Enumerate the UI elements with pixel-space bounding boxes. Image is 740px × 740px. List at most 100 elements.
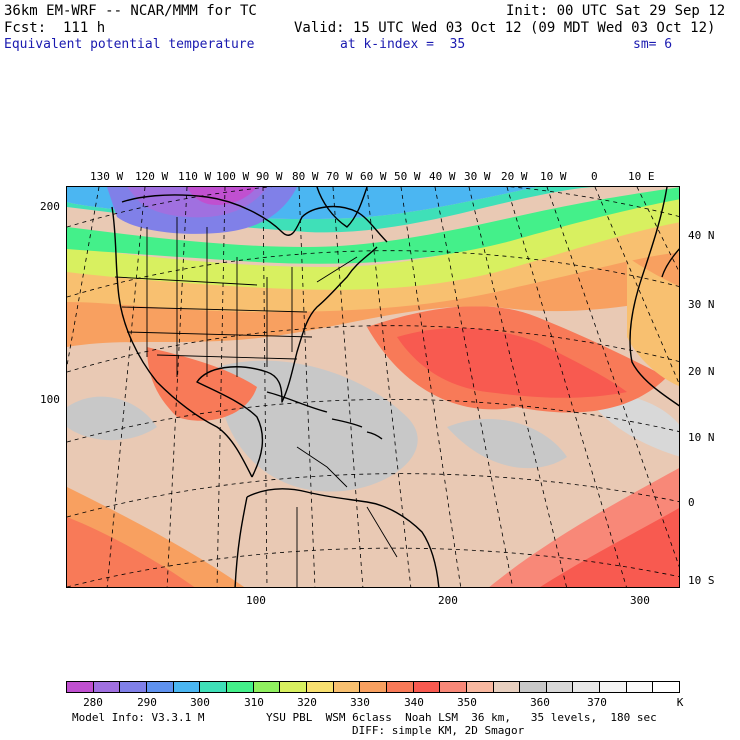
grid-x-label: 200	[438, 594, 458, 607]
colorbar-tick-label: 280	[83, 696, 103, 709]
field-region	[587, 394, 679, 457]
longitude-line	[166, 187, 188, 587]
longitude-line	[400, 187, 462, 587]
colorbar-tick-label: 350	[457, 696, 477, 709]
lon-label: 30 W	[464, 170, 491, 183]
field-region	[187, 187, 257, 205]
lon-label: 10 W	[540, 170, 567, 183]
colorbar-tick-label: 360	[530, 696, 550, 709]
longitude-line	[298, 187, 316, 587]
color-scale-bar	[66, 681, 680, 693]
longitude-line	[594, 187, 679, 385]
graticule	[67, 187, 679, 587]
model-info: Model Info: V3.3.1 M	[72, 711, 205, 724]
coastline	[234, 496, 248, 587]
field-region	[67, 187, 679, 264]
lon-label: 50 W	[394, 170, 421, 183]
coastline	[661, 248, 679, 278]
latitude-line	[67, 399, 679, 443]
longitude-line	[636, 187, 679, 273]
longitude-line	[546, 187, 679, 568]
coastlines	[111, 187, 679, 587]
lon-label: 20 W	[501, 170, 528, 183]
lon-label: 130 W	[90, 170, 124, 183]
colorbar-unit: K	[676, 696, 684, 709]
theta-e-map	[66, 186, 680, 588]
longitude-line	[216, 187, 226, 587]
field-region	[540, 508, 679, 587]
grid-y-label: 100	[40, 393, 60, 406]
colorbar-swatch	[226, 682, 254, 692]
grid-y-label: 200	[40, 200, 60, 213]
colorbar-swatch	[67, 682, 94, 692]
init-time: Init: 00 UTC Sat 29 Sep 12	[506, 3, 726, 19]
coastline	[316, 187, 368, 228]
colorbar-swatch	[200, 682, 227, 692]
colorbar-swatch	[280, 682, 307, 692]
colorbar-swatch	[520, 682, 547, 692]
lat-label: 10 S	[688, 574, 715, 587]
field-region	[67, 517, 195, 587]
colorbar-swatch	[600, 682, 627, 692]
field-region	[447, 418, 567, 469]
field-name: Equivalent potential temperature	[4, 37, 255, 52]
colorbar-swatch	[573, 682, 601, 692]
colorbar-swatch	[626, 682, 654, 692]
lon-label: 10 E	[628, 170, 655, 183]
lon-label: 40 W	[429, 170, 456, 183]
colorbar-swatch	[386, 682, 414, 692]
forecast-hour: Fcst: 111 h	[4, 20, 106, 36]
lon-label: 80 W	[292, 170, 319, 183]
lon-label: 70 W	[326, 170, 353, 183]
lat-label: 20 N	[688, 365, 715, 378]
colorbar-swatch	[93, 682, 121, 692]
grid-x-label: 100	[246, 594, 266, 607]
field-region	[217, 360, 418, 492]
lon-label: 120 W	[135, 170, 169, 183]
lon-label: 110 W	[178, 170, 212, 183]
field-region	[67, 396, 157, 441]
colorbar-tick-label: 290	[137, 696, 157, 709]
colorbar-swatch	[333, 682, 361, 692]
colorbar-tick-label: 300	[190, 696, 210, 709]
colorbar-tick-label: 370	[587, 696, 607, 709]
coastline	[196, 246, 378, 478]
field-region	[67, 247, 679, 347]
longitude-line	[106, 187, 146, 587]
physics-info: YSU PBL WSM 6class Noah LSM 36 km, 35 le…	[266, 711, 657, 724]
colorbar-tick-label: 340	[404, 696, 424, 709]
lon-label: 0	[591, 170, 598, 183]
longitude-line	[366, 187, 412, 587]
colorbar-swatch	[360, 682, 387, 692]
valid-time: Valid: 15 UTC Wed 03 Oct 12 (09 MDT Wed …	[294, 20, 716, 36]
political-borders	[114, 217, 398, 587]
lon-label: 100 W	[216, 170, 250, 183]
grid-x-label: 300	[630, 594, 650, 607]
longitude-line	[262, 187, 268, 587]
smoothing-info: sm= 6	[633, 37, 673, 52]
colorbar-swatch	[306, 682, 334, 692]
lat-label: 10 N	[688, 431, 715, 444]
border	[156, 354, 298, 360]
model-title: 36km EM-WRF -- NCAR/MMM for TC	[4, 3, 257, 19]
colorbar-swatch	[253, 682, 281, 692]
colorbar-tick-label: 310	[244, 696, 264, 709]
longitude-line	[506, 187, 627, 587]
lon-label: 90 W	[256, 170, 283, 183]
longitude-line	[468, 187, 567, 587]
border	[296, 446, 348, 488]
latitude-line	[67, 547, 679, 587]
lat-label: 40 N	[688, 229, 715, 242]
coastline	[111, 206, 253, 478]
colorbar-swatch	[653, 682, 680, 692]
coastline	[246, 488, 440, 587]
border	[121, 306, 308, 313]
colorbar-swatch	[120, 682, 147, 692]
coastline	[366, 431, 383, 440]
colorbar-swatch	[440, 682, 467, 692]
coastline	[629, 187, 679, 407]
latitude-line	[67, 250, 679, 298]
border	[316, 256, 358, 283]
colorbar-swatch	[546, 682, 574, 692]
colorbar-swatch	[466, 682, 494, 692]
